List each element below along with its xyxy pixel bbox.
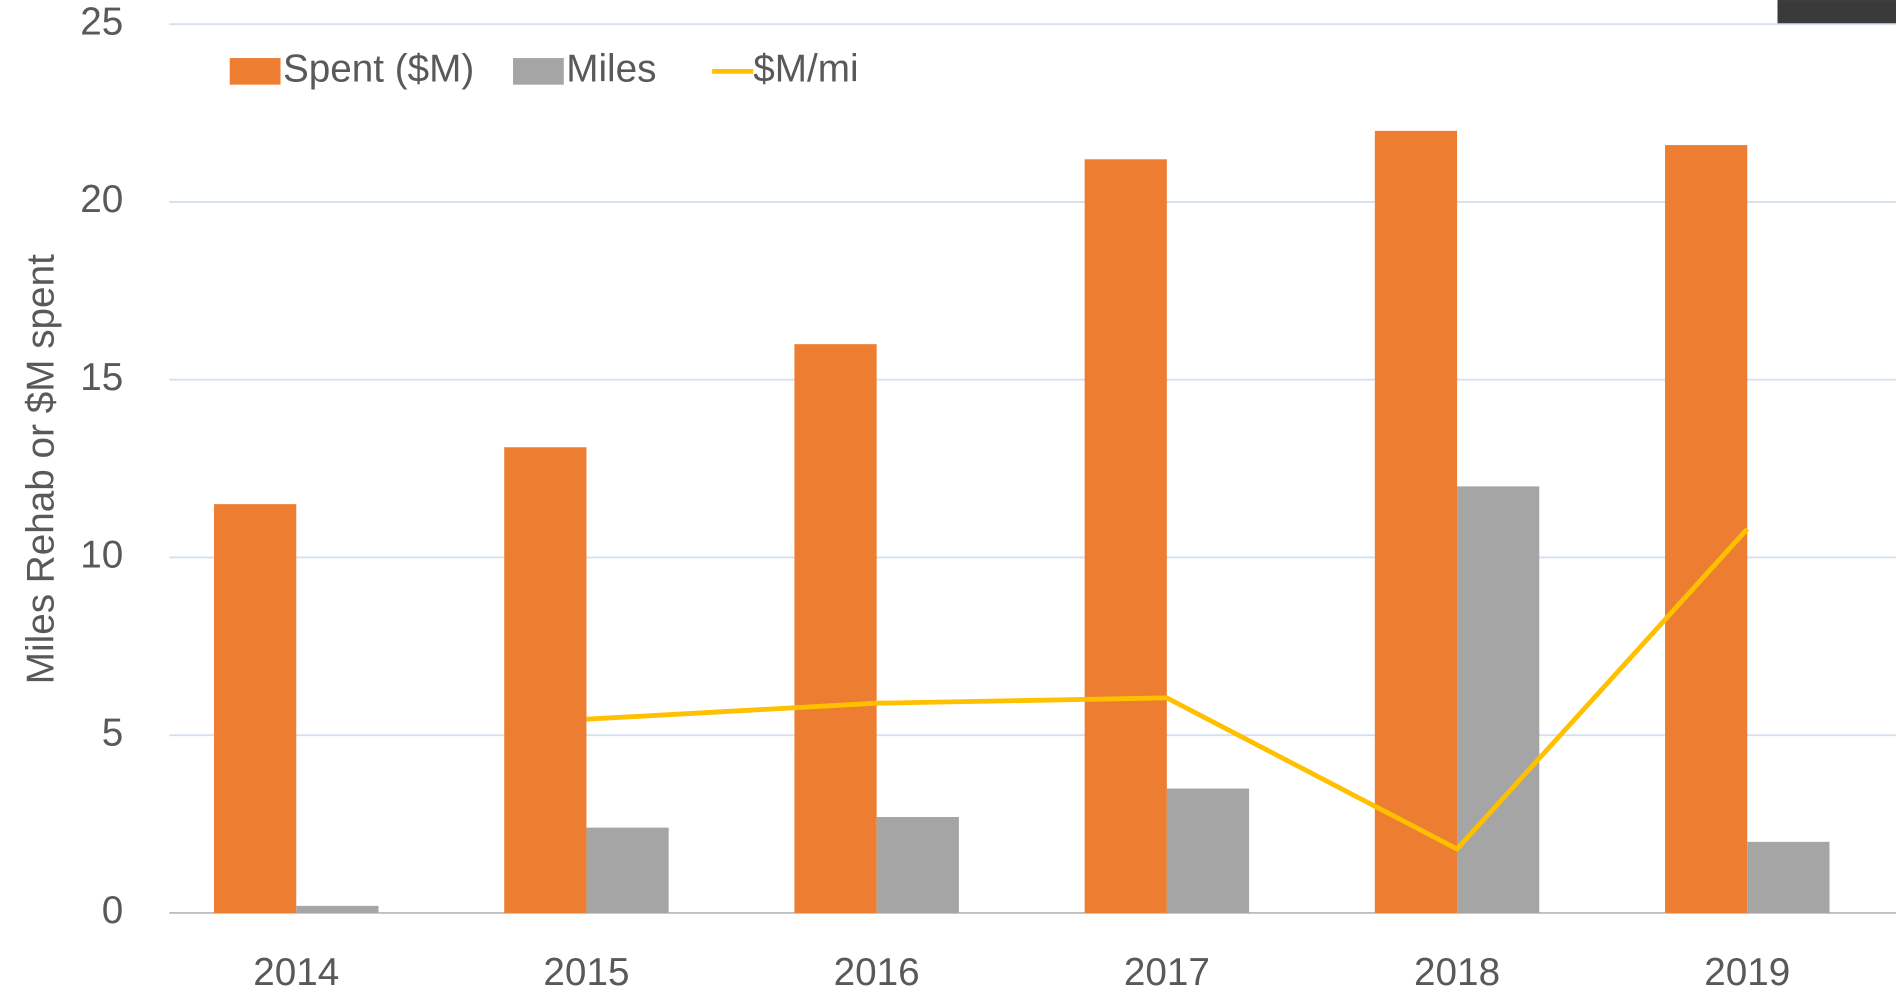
bar [1457, 486, 1540, 913]
y-tick-label: 15 [80, 356, 123, 399]
x-tick-label: 2018 [1414, 951, 1500, 994]
bar [1166, 788, 1250, 913]
bar [586, 827, 669, 913]
y-tick-label: 10 [80, 534, 123, 577]
y-tick-label: 0 [102, 889, 124, 932]
y-tick-label: 5 [102, 711, 124, 754]
bar [1374, 130, 1458, 913]
legend-label: Miles [566, 48, 656, 91]
legend-swatch [513, 58, 564, 85]
x-tick-label: 2019 [1704, 951, 1790, 994]
corner-image [1777, 0, 1896, 25]
x-tick-label: 2014 [253, 951, 339, 994]
x-tick-label: 2015 [543, 951, 629, 994]
x-tick-label: 2016 [834, 951, 920, 994]
bar [794, 344, 877, 913]
bar [1665, 145, 1748, 913]
y-tick-label: 20 [80, 178, 123, 221]
bar [1084, 159, 1167, 913]
line [586, 527, 1750, 852]
y-axis-title: Miles Rehab or $M spent [20, 254, 63, 684]
y-tick-label: 25 [80, 0, 123, 43]
bar [296, 905, 379, 913]
bar [214, 504, 297, 913]
legend-label: Spent ($M) [283, 48, 474, 91]
legend-label: $M/mi [753, 48, 858, 91]
bar [1747, 841, 1830, 913]
legend-swatch [229, 58, 281, 85]
bar [876, 816, 959, 913]
bar [504, 447, 587, 913]
x-tick-label: 2017 [1124, 951, 1210, 994]
